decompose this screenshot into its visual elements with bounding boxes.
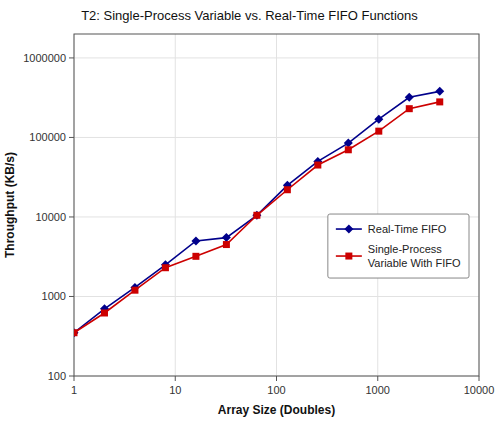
chart: 1 10 100 1000 10000 100 1000 10000 100000 1000000… [0,0,499,426]
tick-x [175,376,176,381]
tick-y [69,216,74,217]
point [314,162,321,169]
tick-label-x: 10 [169,384,181,396]
point [74,329,78,336]
point [405,93,414,102]
point [131,287,138,294]
point [191,236,200,245]
tick-label-x: 100 [267,384,285,396]
legend-marker [344,225,353,234]
point [253,212,260,219]
tick-label-y: 100 [48,370,66,382]
tick-label-y: 10000 [35,211,66,223]
legend-item: Single-Process Variable With FIFO [336,243,461,269]
tick-y [69,376,74,377]
tick-x [74,376,75,381]
point [374,115,383,124]
tick-label-x: 1 [71,384,77,396]
tick-label-y: 1000000 [23,52,66,64]
legend-label-line: Variable With FIFO [368,257,461,269]
plot-frame [74,34,479,376]
grid [74,34,479,376]
grid-line-x [276,34,277,376]
grid-line-x [377,34,378,376]
point [406,105,413,112]
plot-area [74,34,479,376]
tick-y [69,137,74,138]
legend-box [328,214,469,278]
tick-y [69,296,74,297]
tick-label-y: 100000 [29,131,66,143]
point [436,98,443,105]
series-line [74,91,440,332]
tick-label-x: 1000 [366,384,390,396]
point [345,146,352,153]
legend-label: Real-Time FIFO [368,223,447,235]
legend-marker [345,253,352,260]
point [252,211,261,220]
grid-line-y [74,296,479,297]
point [101,309,108,316]
x-axis-label: Array Size (Doubles) [218,403,335,417]
y-axis-label: Throughput (KB/s) [3,152,17,258]
legend-item: Real-Time FIFO [336,223,447,235]
grid-line-x [175,34,176,376]
data [74,87,444,337]
point [284,186,291,193]
legend-label-line: Single-Process [368,243,442,255]
point [223,241,230,248]
legend-label: Single-Process Variable With FIFO [368,243,461,269]
legend-label-line: Real-Time FIFO [368,223,447,235]
tick-label-y: 1000 [42,290,66,302]
point [344,139,353,148]
grid-line-y [74,57,479,58]
point [162,264,169,271]
tick-x [479,376,480,381]
point [435,87,444,96]
tick-label-x: 10000 [464,384,495,396]
point [192,253,199,260]
tick-x [276,376,277,381]
title: T2: Single-Process Variable vs. Real-Tim… [81,8,418,23]
grid-line-y [74,137,479,138]
tick-x [377,376,378,381]
point [375,128,382,135]
tick-y [69,57,74,58]
legend: Real-Time FIFO Single-Process Variable Wit… [328,214,469,278]
